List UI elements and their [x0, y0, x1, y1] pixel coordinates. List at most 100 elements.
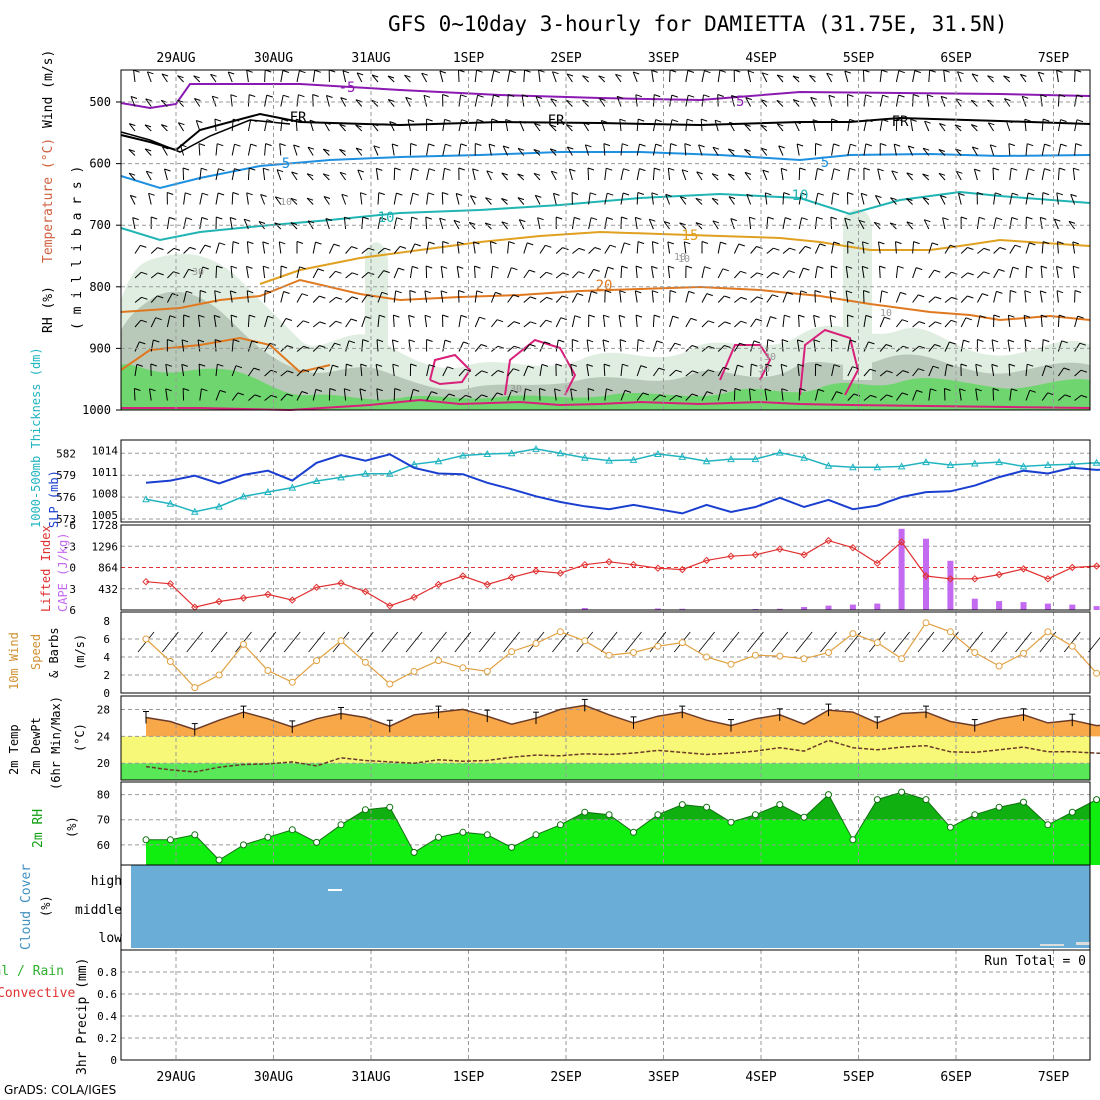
wind-barb [781, 388, 784, 401]
wind-barb [474, 266, 476, 279]
bottom-day-label: 5SEP [843, 1070, 874, 1085]
wind-barb-flag [535, 194, 542, 198]
wind-barb-flag [393, 314, 400, 318]
wind-barb-flag [788, 270, 795, 274]
wind-barb-flag [266, 94, 273, 98]
wind-barb [1009, 266, 1014, 279]
wind-barb [276, 169, 282, 181]
wind-barb-flag [411, 216, 418, 220]
wind-barb [714, 120, 719, 132]
wind-barb [860, 193, 865, 205]
wind-barb-flag [605, 290, 612, 293]
wind-barb-flag [511, 267, 518, 271]
wind-barb-flag [622, 143, 629, 147]
top-day-label: 2SEP [550, 51, 581, 66]
wind-barb [782, 192, 785, 205]
wind-barb [278, 241, 282, 254]
wind-barb [555, 295, 563, 303]
wind-barb [813, 339, 816, 352]
wind-barb [1023, 315, 1027, 328]
wind-barb-flag [421, 72, 428, 76]
wind-barb-flag [606, 388, 613, 392]
wind-barb-flag [1012, 192, 1019, 196]
temp-tick-label: 28 [97, 703, 110, 716]
cape-bar [849, 604, 856, 610]
wind-barb-flag [426, 339, 433, 342]
lifted-index-line-point [727, 552, 735, 560]
wind-barb-flag [486, 170, 493, 174]
wind-barb [863, 368, 871, 377]
wind-barb-flag [392, 143, 399, 147]
wind-barb [393, 267, 399, 279]
wind10-speed-line-point [313, 657, 321, 665]
wind-barb [421, 72, 428, 83]
wind-barb-flag [554, 388, 561, 392]
wind-barb-flag [734, 388, 742, 391]
wind-barb-flag [651, 265, 658, 269]
top-day-label: 3SEP [648, 51, 679, 66]
wind-barb [620, 168, 624, 181]
wind-barb-flag [885, 344, 893, 347]
wind-barb [1007, 339, 1011, 352]
wind-barb-flag [819, 243, 826, 247]
wind-barb-flag [424, 290, 432, 294]
wind-barb-flag [706, 391, 713, 395]
wind-barb-flag [898, 70, 905, 74]
wind-barb-flag [749, 216, 756, 220]
wind-barb-flag [342, 70, 350, 74]
wind-barb [750, 296, 758, 303]
wind-barb-flag [439, 217, 446, 221]
wind-barb-flag [1007, 339, 1015, 343]
wind-barb [586, 339, 590, 352]
wind-barb [895, 70, 900, 83]
contour-label: 30 [192, 267, 204, 278]
wind-barb-flag [765, 363, 772, 367]
wind-barb [669, 290, 671, 303]
wind-barb [474, 95, 479, 107]
wind-barb-flag [280, 265, 288, 269]
wind-barb-flag [249, 167, 256, 171]
wind-barb [955, 171, 962, 181]
wind-barb [957, 71, 962, 83]
wind-barb [144, 148, 152, 156]
wind-barb-flag [722, 268, 729, 272]
wind-barb [1041, 392, 1049, 401]
wind-barb [895, 241, 897, 254]
wind-barb [685, 70, 689, 83]
wind-barb [211, 96, 217, 107]
wind-barb-flag [1040, 314, 1048, 318]
wind-barb-flag [935, 296, 942, 300]
wind10-speed-line-point [1068, 642, 1076, 650]
wind-barb [712, 146, 719, 156]
thickness-line-point [166, 499, 175, 507]
wind-barb-flag [667, 241, 674, 245]
wind-barb [199, 168, 202, 181]
temp-contour-5 [120, 151, 1091, 190]
wind-barb-flag [263, 265, 270, 269]
wind-barb [280, 291, 285, 303]
wind-barb [926, 94, 930, 107]
wind-barb [1025, 364, 1028, 377]
wind-barb [765, 364, 768, 377]
wind-barb-flag [296, 241, 304, 244]
wind-barb [938, 172, 946, 181]
wind-barb [619, 119, 622, 132]
wind-barb-flag [931, 242, 939, 246]
wind-barb-flag [302, 369, 310, 373]
cape-tick-label: 432 [98, 583, 118, 596]
wind-barb [166, 315, 171, 328]
wind-barb-flag [423, 94, 431, 98]
wind-barb-flag [201, 217, 208, 220]
wind-barb-flag [442, 314, 449, 318]
wind-barb [863, 395, 871, 401]
wind-barb-flag [189, 246, 196, 250]
wind-barb-flag [908, 145, 915, 149]
wind-barb-flag [695, 197, 702, 201]
wind-barb [960, 317, 967, 328]
wind-barb [831, 143, 834, 156]
wind-barb [148, 193, 152, 205]
wind-barb [847, 168, 850, 181]
wind-barb-flag [728, 196, 736, 200]
wind-barb-flag [546, 271, 553, 275]
wind-barb [1041, 365, 1047, 377]
